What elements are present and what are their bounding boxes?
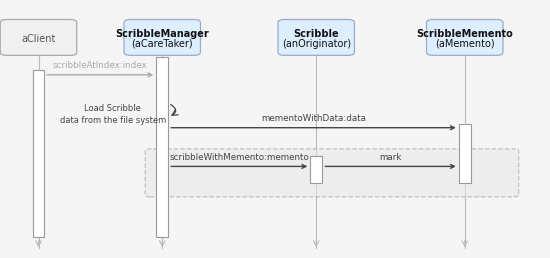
Text: ScribbleManager: ScribbleManager: [116, 29, 209, 39]
Text: Scribble: Scribble: [294, 29, 339, 39]
FancyBboxPatch shape: [427, 20, 503, 55]
FancyBboxPatch shape: [278, 20, 354, 55]
Text: scribbleWithMemento:memento: scribbleWithMemento:memento: [169, 153, 309, 162]
FancyBboxPatch shape: [124, 20, 200, 55]
Text: aClient: aClient: [21, 34, 56, 44]
Text: (anOriginator): (anOriginator): [282, 39, 351, 49]
Bar: [33, 70, 44, 237]
Bar: [156, 57, 168, 237]
Text: mark: mark: [379, 153, 401, 162]
FancyBboxPatch shape: [145, 149, 519, 197]
FancyBboxPatch shape: [1, 20, 77, 55]
Text: (aCareTaker): (aCareTaker): [131, 39, 193, 49]
Text: ScribbleMemento: ScribbleMemento: [416, 29, 513, 39]
Text: scribbleAtIndex:index: scribbleAtIndex:index: [53, 61, 147, 70]
Bar: [459, 124, 471, 183]
Text: mementoWithData:data: mementoWithData:data: [261, 114, 366, 123]
Text: (aMemento): (aMemento): [435, 39, 494, 49]
Text: Load Scribble
data from the file system: Load Scribble data from the file system: [59, 104, 166, 125]
Bar: [310, 156, 322, 183]
